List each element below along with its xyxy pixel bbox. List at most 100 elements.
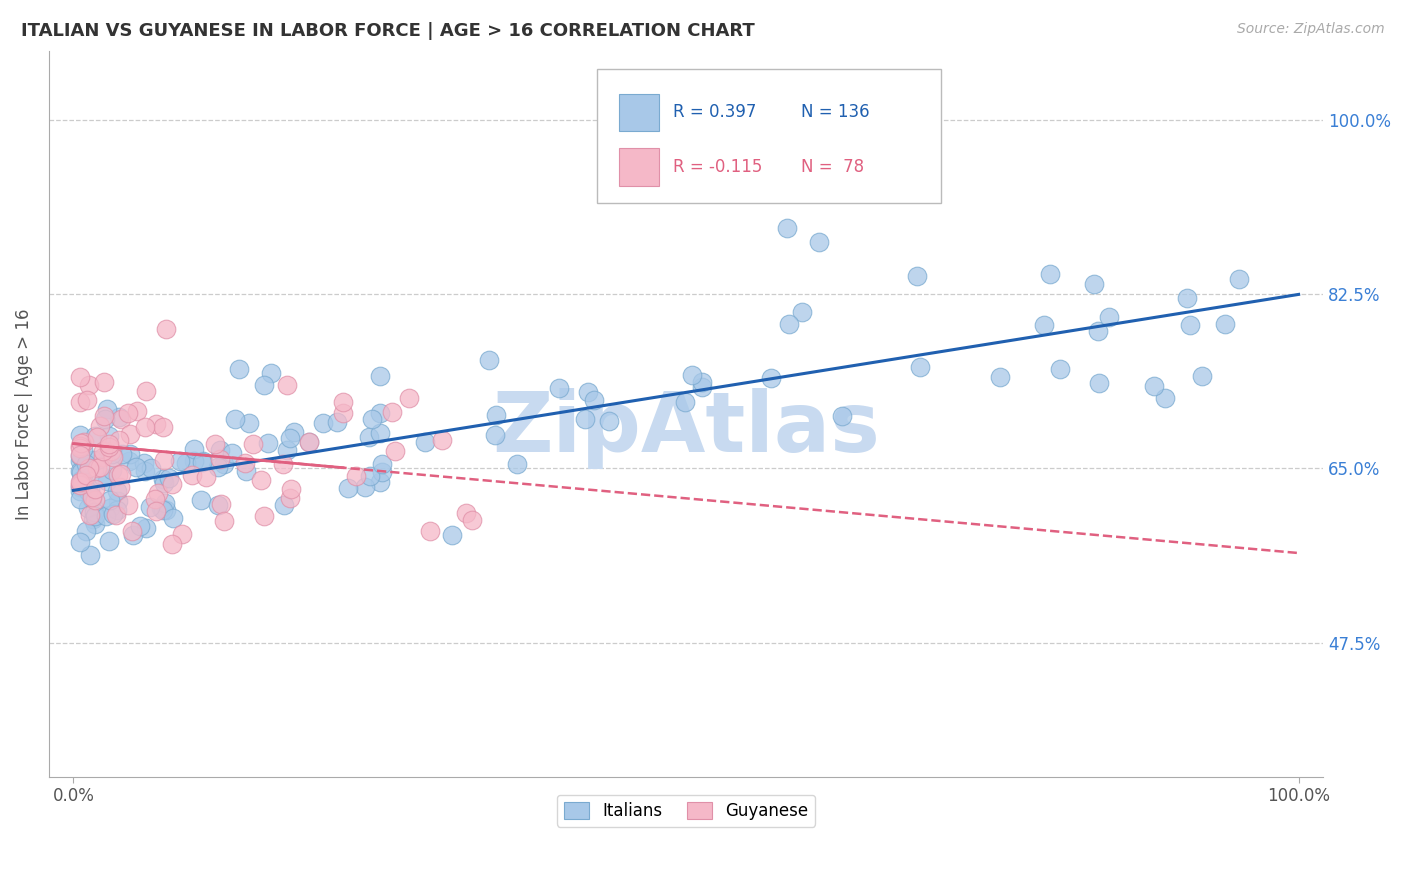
Point	[93, 409, 115, 424]
Point	[98, 533, 121, 548]
Point	[1033, 318, 1056, 333]
Point	[117, 406, 139, 420]
Point	[134, 420, 156, 434]
Point	[183, 442, 205, 457]
Point	[224, 412, 246, 426]
Text: ITALIAN VS GUYANESE IN LABOR FORCE | AGE > 16 CORRELATION CHART: ITALIAN VS GUYANESE IN LABOR FORCE | AGE…	[21, 22, 755, 40]
Point	[790, 304, 813, 318]
Point	[83, 505, 105, 519]
Point	[69, 449, 91, 463]
Point	[273, 457, 295, 471]
Point	[1215, 317, 1237, 331]
Point	[360, 412, 382, 426]
Point	[98, 501, 121, 516]
Point	[105, 484, 128, 499]
Point	[204, 437, 226, 451]
Point	[276, 377, 298, 392]
Point	[69, 491, 91, 506]
Legend: Italians, Guyanese: Italians, Guyanese	[557, 795, 815, 827]
Point	[337, 481, 360, 495]
Point	[1049, 362, 1071, 376]
Point	[548, 381, 571, 395]
Point	[157, 470, 180, 484]
Bar	[619, 148, 659, 186]
Point	[110, 412, 132, 426]
Point	[257, 435, 280, 450]
Point	[413, 435, 436, 450]
Point	[82, 512, 104, 526]
Point	[194, 469, 217, 483]
Point	[183, 453, 205, 467]
Point	[77, 500, 100, 515]
Point	[776, 221, 799, 235]
Point	[118, 427, 141, 442]
FancyBboxPatch shape	[598, 69, 941, 203]
Point	[155, 503, 177, 517]
Point	[70, 475, 93, 489]
Point	[91, 450, 114, 464]
Point	[79, 378, 101, 392]
Point	[506, 457, 529, 471]
Point	[312, 416, 335, 430]
Point	[371, 457, 394, 471]
Point	[96, 475, 118, 489]
Point	[150, 501, 173, 516]
Point	[79, 508, 101, 522]
Point	[69, 428, 91, 442]
Point	[72, 442, 94, 456]
Point	[176, 456, 198, 470]
Point	[233, 457, 256, 471]
Point	[69, 478, 91, 492]
Point	[368, 475, 391, 489]
Point	[152, 475, 174, 490]
Point	[988, 370, 1011, 384]
Point	[135, 520, 157, 534]
Point	[134, 464, 156, 478]
Point	[807, 235, 830, 249]
Point	[207, 459, 229, 474]
Point	[214, 514, 236, 528]
Point	[1180, 318, 1202, 333]
Point	[278, 431, 301, 445]
Point	[190, 455, 212, 469]
Point	[332, 406, 354, 420]
Point	[368, 426, 391, 441]
Point	[905, 268, 928, 283]
Point	[69, 370, 91, 384]
Point	[209, 452, 232, 467]
Point	[238, 416, 260, 430]
Point	[145, 504, 167, 518]
Point	[207, 498, 229, 512]
Point	[283, 425, 305, 440]
Point	[242, 437, 264, 451]
Point	[98, 436, 121, 450]
Point	[91, 470, 114, 484]
Point	[190, 492, 212, 507]
Point	[681, 368, 703, 383]
Point	[454, 506, 477, 520]
Point	[152, 472, 174, 486]
Point	[250, 473, 273, 487]
Point	[153, 453, 176, 467]
Point	[93, 412, 115, 426]
Point	[139, 500, 162, 514]
Point	[228, 362, 250, 376]
Point	[69, 480, 91, 494]
Text: R = 0.397: R = 0.397	[673, 103, 756, 121]
Point	[1087, 324, 1109, 338]
Point	[152, 420, 174, 434]
Point	[69, 535, 91, 549]
Point	[70, 473, 93, 487]
Point	[280, 482, 302, 496]
Point	[86, 453, 108, 467]
Point	[298, 435, 321, 450]
Text: ZipAtlas: ZipAtlas	[492, 388, 880, 469]
Point	[122, 528, 145, 542]
Point	[70, 466, 93, 480]
Point	[440, 528, 463, 542]
Point	[69, 483, 91, 498]
Point	[1088, 376, 1111, 391]
Point	[111, 447, 134, 461]
Point	[384, 443, 406, 458]
Point	[98, 493, 121, 508]
